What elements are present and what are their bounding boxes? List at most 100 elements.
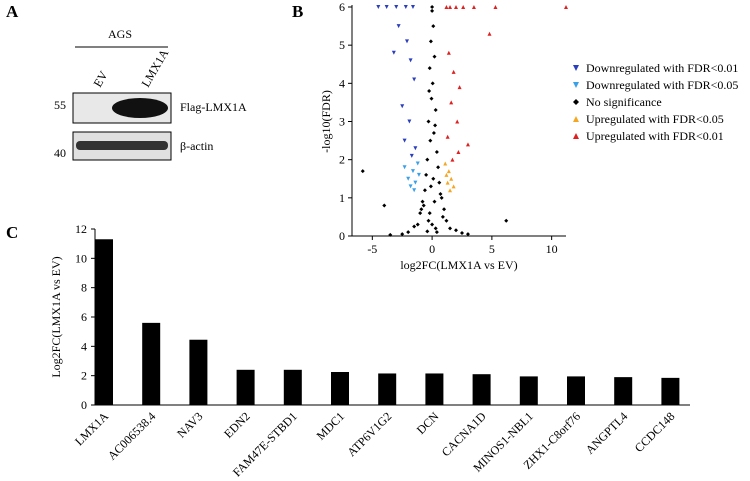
point [382, 203, 387, 208]
legend-label: Upregulated with FDR<0.01 [586, 129, 724, 143]
point [456, 150, 461, 155]
x-tick-label: 0 [429, 242, 435, 256]
legend-marker [573, 99, 579, 105]
point [432, 54, 437, 59]
x-tick-label: 5 [489, 242, 495, 256]
point [432, 199, 437, 204]
point [444, 172, 449, 177]
point [450, 157, 455, 162]
point [446, 50, 451, 55]
point [413, 180, 418, 185]
point [422, 188, 427, 193]
point [427, 88, 432, 93]
bar [283, 369, 302, 405]
point [433, 226, 438, 231]
point [493, 5, 498, 9]
point [457, 85, 462, 90]
x-tick-label: NAV3 [174, 409, 205, 440]
point [451, 69, 456, 74]
point [471, 5, 476, 9]
y-tick-label: 12 [75, 222, 87, 236]
point [402, 165, 407, 170]
point [426, 218, 431, 223]
y-tick-label: 0 [81, 398, 87, 412]
legend-label: Upregulated with FDR<0.05 [586, 112, 724, 126]
point [437, 180, 442, 185]
x-tick-label: AC006538.4 [105, 409, 159, 463]
point [431, 176, 436, 181]
bar [142, 322, 161, 405]
point [384, 5, 389, 9]
band-label: β-actin [180, 139, 213, 153]
point [430, 8, 435, 13]
point [434, 230, 439, 235]
point [454, 228, 459, 233]
point [438, 192, 443, 197]
point [420, 199, 425, 204]
bar [567, 376, 585, 405]
point [448, 188, 453, 193]
point [421, 203, 426, 208]
y-tick-label: 6 [339, 0, 345, 14]
lane-label: LMX1A [138, 46, 171, 89]
point [428, 138, 433, 143]
panel-label: A [6, 2, 19, 21]
point [487, 31, 492, 36]
x-tick-label: MDC1 [314, 409, 347, 442]
point [430, 81, 435, 86]
band [112, 98, 168, 118]
x-tick-label: EDN2 [221, 409, 253, 441]
point [449, 100, 454, 105]
point [413, 146, 418, 151]
point [451, 184, 456, 189]
point [465, 142, 470, 147]
bar [472, 374, 491, 405]
y-tick-label: 2 [339, 153, 345, 167]
point [445, 134, 450, 139]
point [408, 58, 413, 63]
bar [425, 373, 444, 405]
band [76, 141, 168, 150]
point [409, 153, 414, 158]
y-tick-label: 6 [81, 310, 87, 324]
point [461, 5, 466, 9]
point [406, 176, 411, 181]
legend-label: Downregulated with FDR<0.01 [586, 61, 738, 75]
bar [661, 377, 680, 405]
point [403, 5, 408, 9]
mw-marker: 40 [54, 146, 66, 160]
point [431, 24, 436, 29]
bar [614, 377, 633, 405]
y-axis-label: Log2FC(LMX1A vs EV) [49, 256, 63, 377]
point [444, 218, 449, 223]
point [448, 5, 453, 9]
point [415, 161, 420, 166]
point [407, 119, 412, 124]
point [394, 5, 399, 9]
x-axis-label: log2FC(LMX1A vs EV) [400, 258, 517, 272]
x-tick-label: ANGPTL4 [583, 409, 631, 457]
point [445, 180, 450, 185]
point [415, 222, 420, 227]
point [412, 188, 417, 193]
x-tick-label: CACNA1D [439, 409, 489, 459]
legend-label: Downregulated with FDR<0.05 [586, 78, 738, 92]
x-tick-label: DCN [414, 409, 442, 437]
point [430, 5, 435, 9]
point [391, 50, 396, 55]
legend-marker [573, 133, 579, 139]
point [430, 222, 435, 227]
y-tick-label: 10 [75, 251, 87, 265]
point [455, 119, 460, 124]
point [400, 232, 405, 237]
point [449, 176, 454, 181]
point [419, 207, 424, 212]
point [444, 5, 449, 9]
point [425, 157, 430, 162]
x-tick-label: CCDC148 [632, 409, 678, 455]
point [504, 218, 509, 223]
point [418, 211, 423, 216]
point [428, 184, 433, 189]
point [426, 119, 431, 124]
point [376, 5, 381, 9]
